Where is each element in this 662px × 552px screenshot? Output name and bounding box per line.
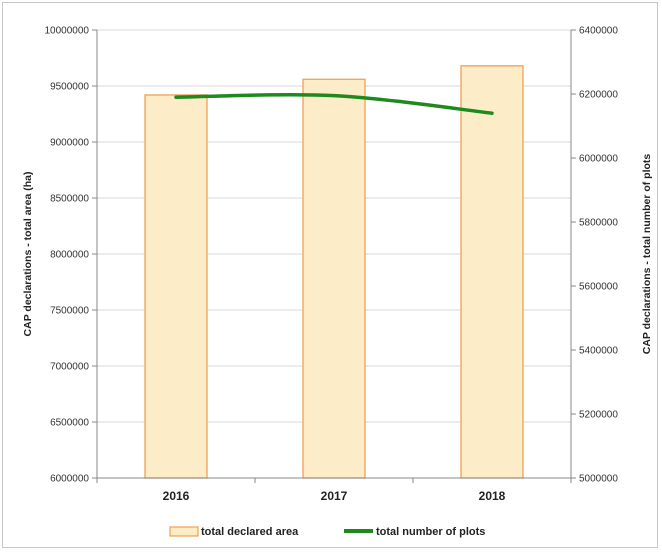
legend-swatch-area [169, 526, 199, 537]
right-tick-label: 5400000 [579, 346, 618, 357]
legend-label-plots: total number of plots [376, 526, 485, 538]
right-tick-label: 6400000 [579, 26, 618, 37]
left-tick-label: 8500000 [50, 194, 89, 205]
left-tick-label: 7500000 [50, 306, 89, 317]
left-tick-label: 9000000 [50, 138, 89, 149]
left-tick-label: 9500000 [50, 82, 89, 93]
left-tick-label: 8000000 [50, 250, 89, 261]
line-series [174, 92, 494, 115]
left-tick-label: 7000000 [50, 362, 89, 373]
category-label-2018: 2018 [479, 489, 506, 503]
left-axis-title: CAP declarations - total area (ha) [22, 172, 34, 337]
legend-label-area: total declared area [201, 526, 299, 538]
bar-2017 [302, 78, 366, 479]
right-tick-label: 6000000 [579, 154, 618, 165]
right-axis-title: CAP declarations - total number of plots [641, 154, 653, 355]
bars [144, 65, 524, 479]
left-tick-label: 10000000 [45, 26, 90, 37]
bar-2018 [460, 65, 524, 479]
right-tick-label: 5800000 [579, 218, 618, 229]
left-axis-ticks: 6000000 6500000 7000000 7500000 8000000 85000… [45, 26, 97, 485]
right-axis-ticks: 5000000 5200000 5400000 5600000 5800000 60000… [571, 26, 618, 485]
category-axis-ticks: 2016 2017 2018 [96, 478, 572, 503]
category-label-2016: 2016 [163, 489, 190, 503]
right-tick-label: 6200000 [579, 90, 618, 101]
right-tick-label: 5000000 [579, 474, 618, 485]
bar-2016 [144, 94, 208, 479]
left-tick-label: 6500000 [50, 418, 89, 429]
legend: total declared area total number of plot… [169, 526, 485, 538]
category-label-2017: 2017 [321, 489, 348, 503]
left-tick-label: 6000000 [50, 474, 89, 485]
right-tick-label: 5600000 [579, 282, 618, 293]
right-tick-label: 5200000 [579, 410, 618, 421]
